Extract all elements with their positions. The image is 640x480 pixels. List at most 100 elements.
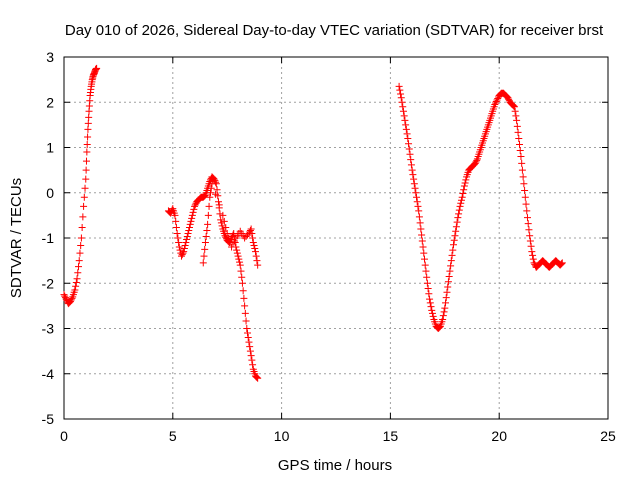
data-point (201, 239, 209, 247)
x-tick-label: 20 (491, 428, 507, 444)
data-point (251, 248, 259, 256)
data-point (459, 190, 467, 198)
data-point (504, 94, 512, 102)
y-axis-label: SDTVAR / TECUs (8, 178, 25, 298)
data-point (214, 198, 222, 206)
data-point (396, 86, 404, 94)
data-point (202, 232, 210, 240)
data-point (222, 223, 230, 231)
data-point (444, 283, 452, 291)
data-point (460, 182, 468, 190)
data-point (505, 95, 513, 103)
data-point (472, 158, 480, 166)
data-point (76, 249, 84, 257)
data-point (452, 223, 460, 231)
data-point (524, 220, 532, 228)
data-point (85, 113, 93, 121)
data-point (211, 177, 219, 185)
data-point (219, 211, 227, 219)
data-point (241, 302, 249, 310)
data-point (420, 255, 428, 263)
data-point (246, 343, 254, 351)
data-point (183, 232, 191, 240)
data-point (184, 229, 192, 237)
data-point (206, 193, 214, 201)
data-point (410, 180, 418, 188)
data-point (427, 303, 435, 311)
data-point (204, 211, 212, 219)
data-point (418, 237, 426, 245)
data-point (93, 64, 101, 72)
data-point (429, 312, 437, 320)
data-point (212, 190, 220, 198)
data-point (400, 112, 408, 120)
data-point (61, 294, 69, 302)
data-point (185, 223, 193, 231)
data-point (82, 166, 90, 174)
data-point (254, 261, 262, 269)
data-point (558, 259, 566, 267)
data-point (201, 245, 209, 253)
data-point (458, 193, 466, 201)
data-point (513, 122, 521, 130)
data-point (401, 116, 409, 124)
data-point (230, 237, 238, 245)
data-point (244, 334, 252, 342)
data-point (83, 140, 91, 148)
data-point (251, 245, 259, 253)
data-point (223, 229, 231, 237)
data-point (247, 352, 255, 360)
data-point (425, 290, 433, 298)
data-point (233, 246, 241, 254)
data-point (60, 291, 68, 299)
data-point (402, 125, 410, 133)
data-point (473, 156, 481, 164)
data-point (84, 133, 92, 141)
data-point (420, 249, 428, 257)
data-point (179, 249, 187, 257)
y-tick-label: -2 (42, 275, 55, 291)
data-point (446, 267, 454, 275)
data-point (208, 180, 216, 188)
data-point (405, 145, 413, 153)
data-point (239, 287, 247, 295)
data-point (407, 161, 415, 169)
data-point (207, 189, 215, 197)
data-point (82, 175, 90, 183)
data-point (72, 282, 80, 290)
data-point (514, 128, 522, 136)
data-point (516, 140, 524, 148)
data-point (450, 241, 458, 249)
data-point (452, 227, 460, 235)
data-point (245, 338, 253, 346)
x-axis-label: GPS time / hours (278, 457, 392, 474)
data-point (178, 252, 186, 260)
data-point (236, 258, 244, 266)
data-point (530, 259, 538, 267)
data-point (449, 246, 457, 254)
data-point (435, 324, 443, 332)
x-tick-labels: 0 5 10 15 20 25 (60, 428, 616, 444)
data-point (218, 222, 226, 230)
y-tick-label: 0 (46, 185, 54, 201)
y-tick-label: 1 (46, 140, 54, 156)
data-point (61, 292, 69, 300)
data-point (252, 373, 260, 381)
data-point (450, 236, 458, 244)
data-point (510, 103, 518, 111)
data-point (205, 202, 213, 210)
grid (64, 57, 608, 419)
data-point (246, 347, 254, 355)
data-point (185, 226, 193, 234)
data-point (216, 210, 224, 218)
data-point (203, 226, 211, 234)
data-point (249, 234, 257, 242)
data-point (183, 236, 191, 244)
data-point (423, 273, 431, 281)
data-point (212, 178, 220, 186)
data-point (201, 192, 209, 200)
data-point (237, 267, 245, 275)
data-point (457, 199, 465, 207)
data-point (241, 309, 249, 317)
data-point (238, 279, 246, 287)
